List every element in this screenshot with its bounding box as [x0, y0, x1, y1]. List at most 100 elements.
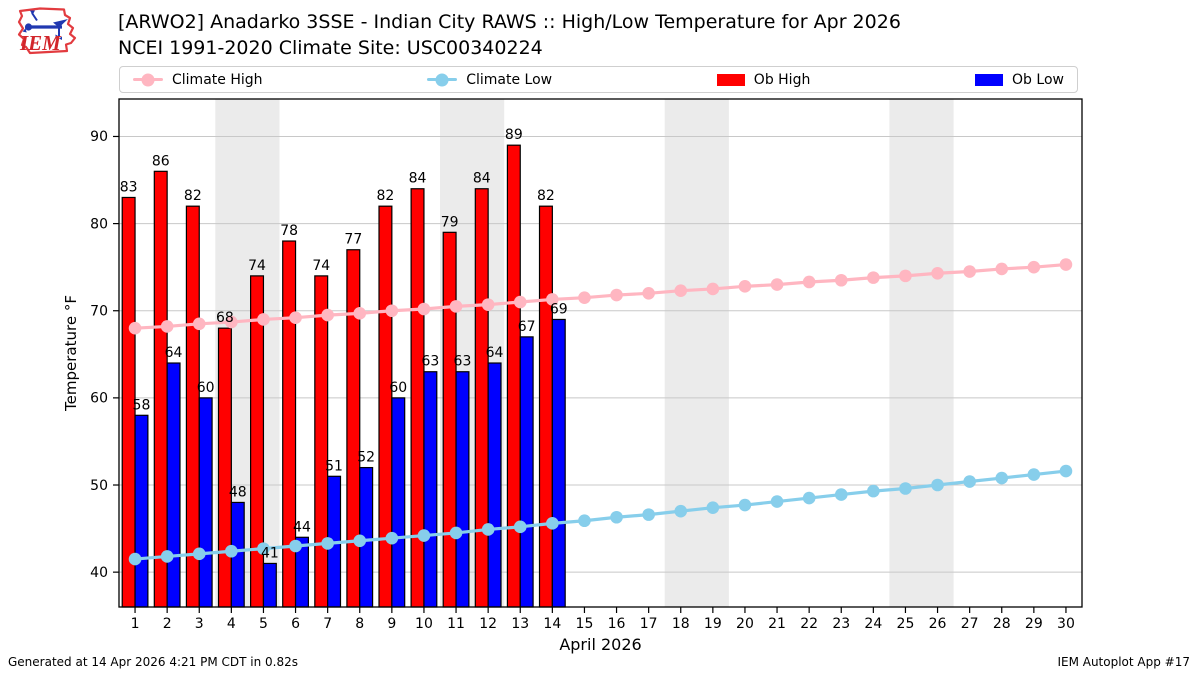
climate-high-marker	[899, 269, 912, 283]
ob-low-label: 44	[293, 519, 311, 535]
climate-high-marker	[642, 287, 655, 300]
climate-low-marker	[225, 544, 238, 558]
x-tick-label: 16	[608, 616, 626, 632]
climate-high-marker	[706, 282, 720, 296]
climate-low-marker	[1059, 464, 1073, 478]
climate-low-marker	[1027, 468, 1041, 481]
x-tick-label: 29	[1025, 616, 1043, 632]
climate-high-marker	[738, 280, 752, 293]
climate-low-marker	[546, 517, 559, 530]
legend-item-ob-high: Ob High	[716, 72, 810, 88]
ob-low-label: 60	[197, 380, 215, 396]
climate-high-line-marker-icon	[133, 73, 163, 86]
ob-low-label: 69	[550, 301, 568, 317]
ob-high-bar	[314, 275, 329, 608]
climate-high-marker	[770, 278, 784, 291]
weekend-band	[889, 99, 954, 607]
x-tick-label: 20	[736, 616, 754, 632]
ob-low-label: 60	[389, 380, 407, 396]
x-tick-label: 1	[131, 616, 140, 632]
x-tick-label: 8	[355, 616, 364, 632]
climate-low-marker	[802, 491, 816, 505]
y-tick-label: 70	[90, 303, 108, 319]
x-tick-label: 10	[415, 616, 433, 632]
weather-vane-icon	[22, 10, 68, 40]
climate-low-marker	[674, 504, 688, 518]
climate-high-marker	[578, 291, 591, 304]
climate-low-marker	[867, 484, 880, 498]
climate-low-marker	[770, 495, 784, 508]
ob-high-label: 68	[216, 310, 234, 326]
x-axis-title: April 2026	[559, 635, 641, 654]
climate-high-marker	[257, 313, 270, 326]
climate-low-marker	[385, 531, 399, 545]
climate-high-marker	[417, 302, 431, 316]
x-tick-label: 17	[640, 616, 658, 632]
ob-low-bar	[455, 371, 470, 608]
climate-low-marker	[834, 488, 848, 501]
climate-high-marker	[834, 273, 848, 287]
x-tick-label: 22	[800, 616, 818, 632]
climate-low-marker	[931, 478, 944, 492]
chart-title-block: [ARWO2] Anadarko 3SSE - Indian City RAWS…	[118, 9, 901, 61]
x-tick-label: 23	[832, 616, 850, 632]
climate-high-marker	[963, 265, 976, 278]
ob-high-bar	[442, 231, 457, 608]
y-tick-label: 50	[90, 478, 108, 494]
ob-high-label: 77	[344, 232, 362, 248]
climate-high-marker	[160, 320, 174, 333]
climate-high-marker	[481, 298, 495, 311]
x-tick-label: 24	[864, 616, 882, 632]
ob-high-label: 82	[537, 188, 555, 204]
climate-high-marker	[225, 315, 238, 329]
climate-low-marker	[192, 547, 206, 561]
ob-low-bar	[551, 318, 566, 608]
ob-high-label: 74	[312, 258, 330, 274]
y-tick-label: 60	[90, 391, 108, 407]
climate-high-marker	[289, 311, 302, 325]
app-credit: IEM Autoplot App #17	[1057, 655, 1190, 669]
legend-label: Climate High	[172, 71, 263, 88]
x-tick-label: 27	[961, 616, 979, 632]
x-tick-label: 30	[1057, 616, 1075, 632]
ob-high-bar	[153, 170, 168, 608]
legend-label: Climate Low	[466, 71, 553, 88]
climate-low-marker	[160, 550, 174, 563]
ob-high-label: 84	[473, 171, 491, 187]
x-tick-label: 12	[479, 616, 497, 632]
generated-timestamp: Generated at 14 Apr 2026 4:21 PM CDT in …	[8, 655, 299, 669]
ob-high-swatch-icon	[716, 73, 745, 86]
ob-low-swatch-icon	[975, 73, 1004, 86]
climate-high-marker	[546, 293, 559, 306]
climate-low-marker	[706, 501, 720, 514]
climate-low-marker	[578, 514, 591, 528]
legend-item-ob-low: Ob Low	[975, 72, 1064, 88]
x-tick-label: 6	[291, 616, 300, 632]
ob-high-bar	[410, 188, 425, 608]
y-tick-label: 80	[90, 216, 108, 232]
ob-low-bar	[198, 397, 213, 608]
ob-low-label: 52	[357, 450, 375, 466]
x-tick-label: 19	[704, 616, 722, 632]
climate-low-marker	[417, 529, 431, 542]
ob-low-bar	[423, 371, 438, 608]
ob-low-bar	[519, 336, 534, 608]
climate-high-marker	[513, 295, 527, 309]
ob-low-label: 64	[486, 345, 504, 361]
ob-low-label: 48	[229, 484, 247, 500]
climate-low-marker	[995, 471, 1009, 485]
climate-low-marker	[738, 498, 752, 512]
x-tick-label: 2	[163, 616, 172, 632]
climate-low-marker	[449, 526, 463, 540]
ob-high-label: 84	[409, 171, 427, 187]
x-tick-label: 14	[543, 616, 561, 632]
ob-high-bar	[474, 188, 489, 608]
climate-low-marker	[513, 520, 527, 534]
chart-subtitle: NCEI 1991-2020 Climate Site: USC00340224	[118, 37, 543, 59]
ob-high-label: 83	[120, 179, 138, 195]
climate-low-marker	[353, 534, 367, 548]
climate-high-marker	[353, 307, 367, 320]
ob-high-bar	[378, 205, 393, 608]
climate-low-marker	[289, 539, 302, 553]
